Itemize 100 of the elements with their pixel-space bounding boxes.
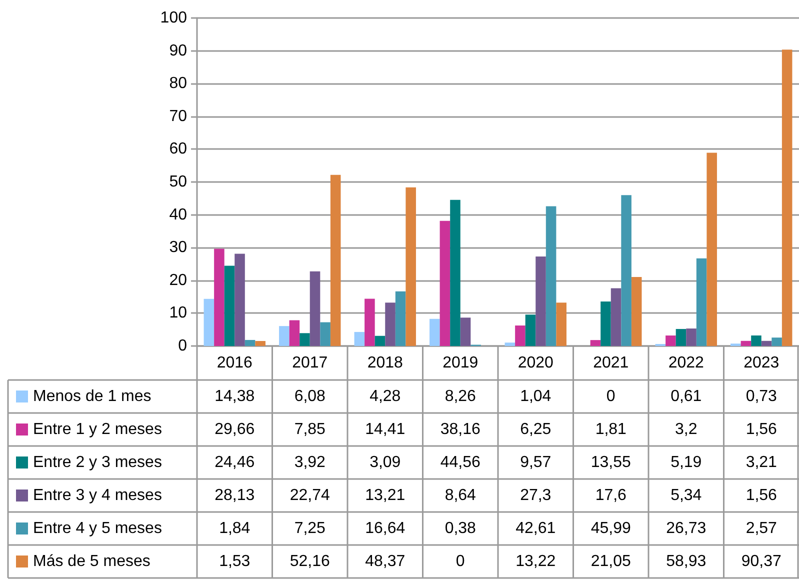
data-label: 1,04 <box>520 388 552 405</box>
data-label: 52,16 <box>290 553 330 570</box>
bar <box>536 256 546 346</box>
x-tick-label: 2016 <box>216 354 253 372</box>
legend-label: Entre 2 y 3 meses <box>33 454 162 471</box>
data-label: 22,74 <box>290 487 330 504</box>
data-label: 3,2 <box>675 421 698 438</box>
data-label: 1,81 <box>595 421 627 438</box>
data-label: 1,56 <box>746 487 778 504</box>
data-label: 13,55 <box>590 454 631 471</box>
bar <box>289 320 300 346</box>
y-tick-label: 60 <box>169 140 188 158</box>
bar <box>204 298 214 346</box>
data-label: 0 <box>456 553 465 570</box>
data-label: 21,05 <box>590 553 631 570</box>
data-label: 26,73 <box>666 520 706 537</box>
data-label: 7,85 <box>294 421 326 438</box>
bar <box>556 302 566 346</box>
bar <box>320 322 330 346</box>
bar <box>546 206 556 346</box>
bar <box>525 314 536 346</box>
bar <box>751 335 762 346</box>
data-label: 24,46 <box>214 454 255 471</box>
data-label: 6,25 <box>520 421 552 438</box>
bar <box>621 195 632 346</box>
bar <box>504 342 516 346</box>
bar <box>354 332 365 346</box>
bar <box>460 318 471 346</box>
bar <box>279 326 290 346</box>
data-label: 13,21 <box>365 487 406 504</box>
data-label: 3,92 <box>294 454 326 471</box>
data-label: 7,25 <box>294 520 326 537</box>
data-label: 44,56 <box>440 454 480 471</box>
y-tick-label: 80 <box>169 75 188 92</box>
data-label: 9,57 <box>520 454 552 471</box>
data-label: 0 <box>606 388 616 405</box>
data-label: 17,6 <box>595 487 627 504</box>
bar <box>406 187 416 346</box>
data-label: 1,53 <box>219 553 250 570</box>
bar <box>224 266 235 346</box>
bar <box>310 271 320 346</box>
data-label: 14,38 <box>214 388 255 405</box>
data-label: 16,64 <box>365 520 406 537</box>
y-tick-label: 50 <box>169 174 188 190</box>
y-tick-label: 0 <box>178 338 188 354</box>
data-label: 3,21 <box>746 454 778 471</box>
data-label: 5,34 <box>670 487 702 504</box>
x-tick-label: 2020 <box>518 354 554 372</box>
bar <box>450 200 460 346</box>
data-label: 13,22 <box>516 553 556 570</box>
data-label: 58,93 <box>666 553 706 570</box>
data-label: 1,56 <box>746 421 778 438</box>
x-tick-label: 2018 <box>367 354 404 372</box>
legend-label: Entre 4 y 5 meses <box>33 520 162 537</box>
x-tick-label: 2023 <box>744 354 780 372</box>
data-label: 4,28 <box>370 388 401 405</box>
legend-label: Menos de 1 mes <box>33 388 152 405</box>
y-tick-label: 10 <box>169 304 188 322</box>
data-label: 2,57 <box>746 520 778 537</box>
bar <box>214 248 224 346</box>
data-label: 48,37 <box>365 553 406 570</box>
bar <box>772 338 782 346</box>
x-tick-label: 2019 <box>442 354 478 372</box>
bar <box>364 298 375 346</box>
y-tick-label: 30 <box>169 239 188 256</box>
data-label: 14,41 <box>365 421 406 438</box>
data-label: 90,37 <box>741 553 782 570</box>
data-label: 29,66 <box>214 421 255 438</box>
y-tick-label: 70 <box>169 108 188 125</box>
legend-label: Entre 1 y 2 meses <box>33 421 162 438</box>
data-label: 8,64 <box>444 487 476 504</box>
bar <box>676 328 686 346</box>
x-tick-label: 2017 <box>292 354 328 372</box>
y-tick-label: 100 <box>160 10 188 26</box>
data-label: 1,84 <box>219 520 250 537</box>
data-label: 28,13 <box>214 487 255 504</box>
bar <box>255 340 266 346</box>
y-tick-label: 90 <box>169 42 188 60</box>
bar <box>330 174 341 346</box>
bar <box>706 152 717 346</box>
data-label: 6,08 <box>294 388 326 405</box>
bar <box>590 340 601 346</box>
x-tick-label: 2022 <box>668 354 704 372</box>
y-tick-label: 20 <box>169 272 188 289</box>
bar <box>440 220 450 346</box>
bar <box>234 254 245 346</box>
bar <box>686 328 696 346</box>
bar <box>385 302 396 346</box>
bar <box>782 50 792 346</box>
bar <box>761 340 772 346</box>
bar <box>395 291 406 346</box>
data-label: 5,19 <box>670 454 702 471</box>
x-tick-label: 2021 <box>593 354 629 372</box>
legend-label: Más de 5 meses <box>33 553 150 570</box>
data-label: 8,26 <box>444 388 476 405</box>
data-label: 27,3 <box>520 487 552 504</box>
bar <box>696 258 707 346</box>
data-label: 45,99 <box>590 520 631 537</box>
bar <box>515 326 526 346</box>
legend-label: Entre 3 y 4 meses <box>33 487 162 504</box>
